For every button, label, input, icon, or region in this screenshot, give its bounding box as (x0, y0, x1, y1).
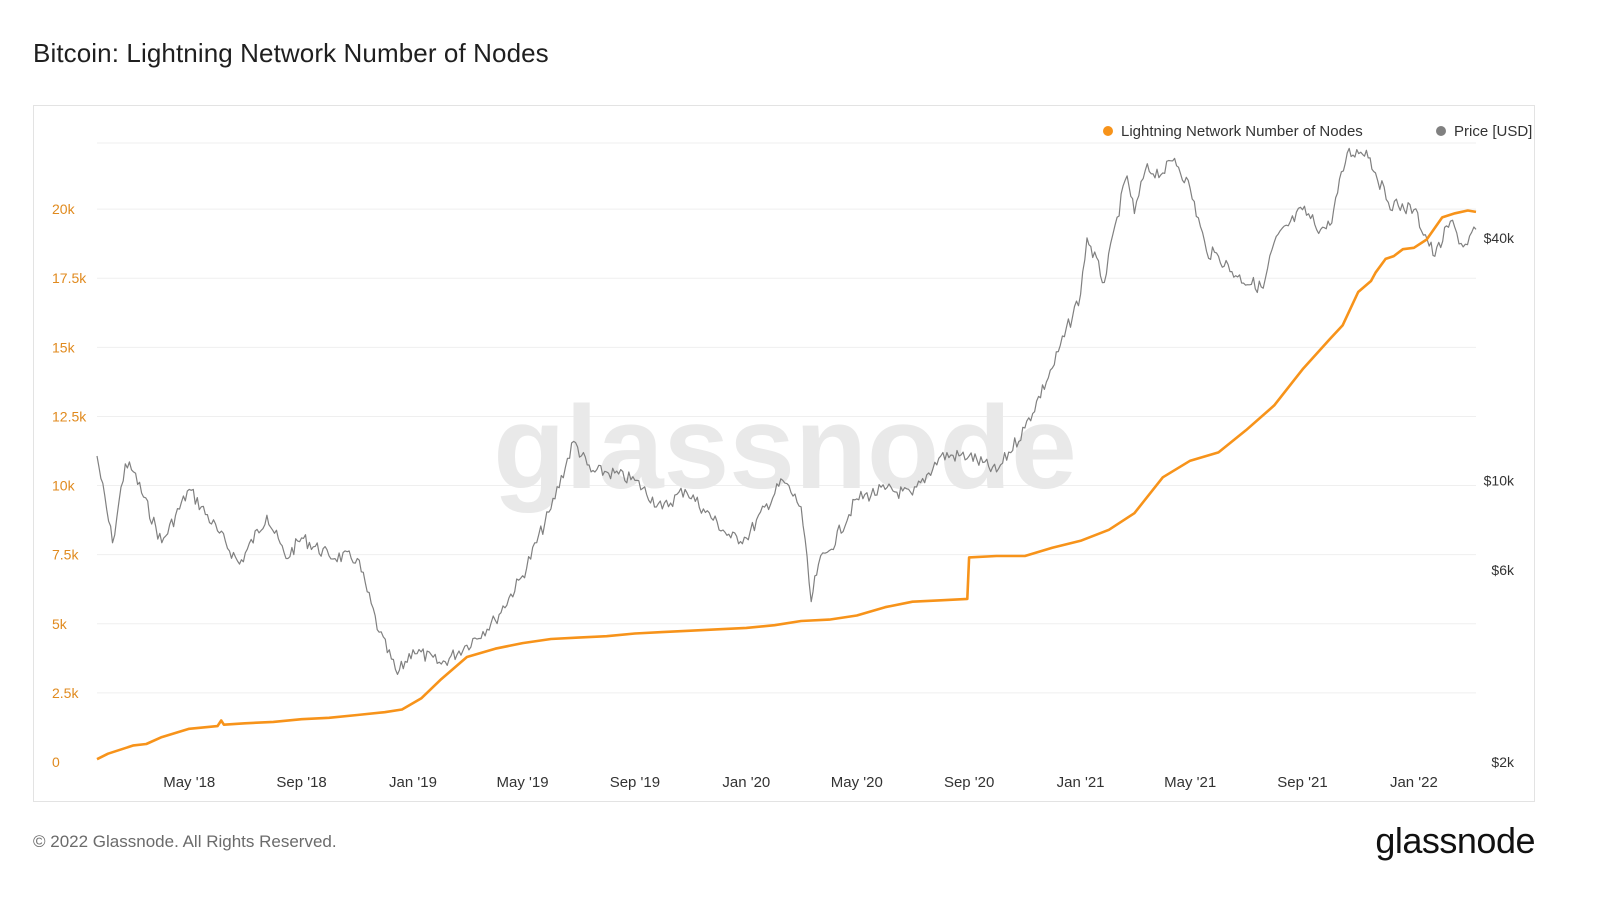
x-tick-label: Sep '19 (610, 774, 660, 791)
legend-dot-price (1436, 126, 1446, 136)
left-tick-label: 17.5k (52, 270, 87, 286)
legend-dot-nodes (1103, 126, 1113, 136)
right-tick-label: $40k (1484, 230, 1515, 246)
left-tick-label: 5k (52, 616, 68, 632)
x-tick-label: Jan '22 (1390, 774, 1438, 791)
x-tick-label: May '19 (497, 774, 549, 791)
x-tick-label: May '20 (831, 774, 883, 791)
left-tick-label: 2.5k (52, 685, 79, 701)
x-tick-label: Jan '21 (1057, 774, 1105, 791)
grid-lines (97, 142, 1476, 694)
right-tick-label: $6k (1491, 562, 1515, 578)
series-line (96, 209, 1477, 761)
x-tick-label: Sep '21 (1277, 774, 1327, 791)
legend[interactable]: Lightning Network Number of Nodes Price … (1103, 123, 1532, 140)
x-tick-label: Jan '19 (389, 774, 437, 791)
chart-title: Bitcoin: Lightning Network Number of Nod… (33, 38, 549, 68)
x-tick-label: Sep '18 (276, 774, 326, 791)
left-tick-label: 15k (52, 339, 76, 355)
legend-label-nodes: Lightning Network Number of Nodes (1121, 123, 1363, 140)
series-price (96, 147, 1477, 675)
left-tick-label: 20k (52, 201, 76, 217)
series-nodes (96, 209, 1477, 761)
series-line (96, 147, 1477, 675)
x-tick-label: May '21 (1164, 774, 1216, 791)
right-tick-label: $2k (1491, 754, 1515, 770)
x-tick-label: Jan '20 (722, 774, 770, 791)
chart-frame (33, 105, 1535, 802)
legend-label-price: Price [USD] (1454, 123, 1532, 140)
x-tick-label: Sep '20 (944, 774, 994, 791)
copyright-text: © 2022 Glassnode. All Rights Reserved. (33, 832, 337, 851)
left-tick-label: 10k (52, 478, 76, 494)
x-tick-label: May '18 (163, 774, 215, 791)
right-tick-label: $10k (1484, 472, 1515, 488)
right-axis-ticks: $2k $6k $10k $40k (1484, 230, 1515, 770)
left-tick-label: 12.5k (52, 408, 87, 424)
left-tick-label: 0 (52, 754, 60, 770)
glassnode-logo[interactable]: glassnode (1375, 820, 1535, 861)
x-axis-ticks: May '18 Sep '18 Jan '19 May '19 Sep '19 Jan '… (163, 774, 1438, 791)
left-tick-label: 7.5k (52, 547, 79, 563)
watermark: glassnode (493, 382, 1077, 514)
left-axis-ticks: 0 2.5k 5k 7.5k 10k 12.5k 15k 17.5k 20k (52, 201, 87, 770)
